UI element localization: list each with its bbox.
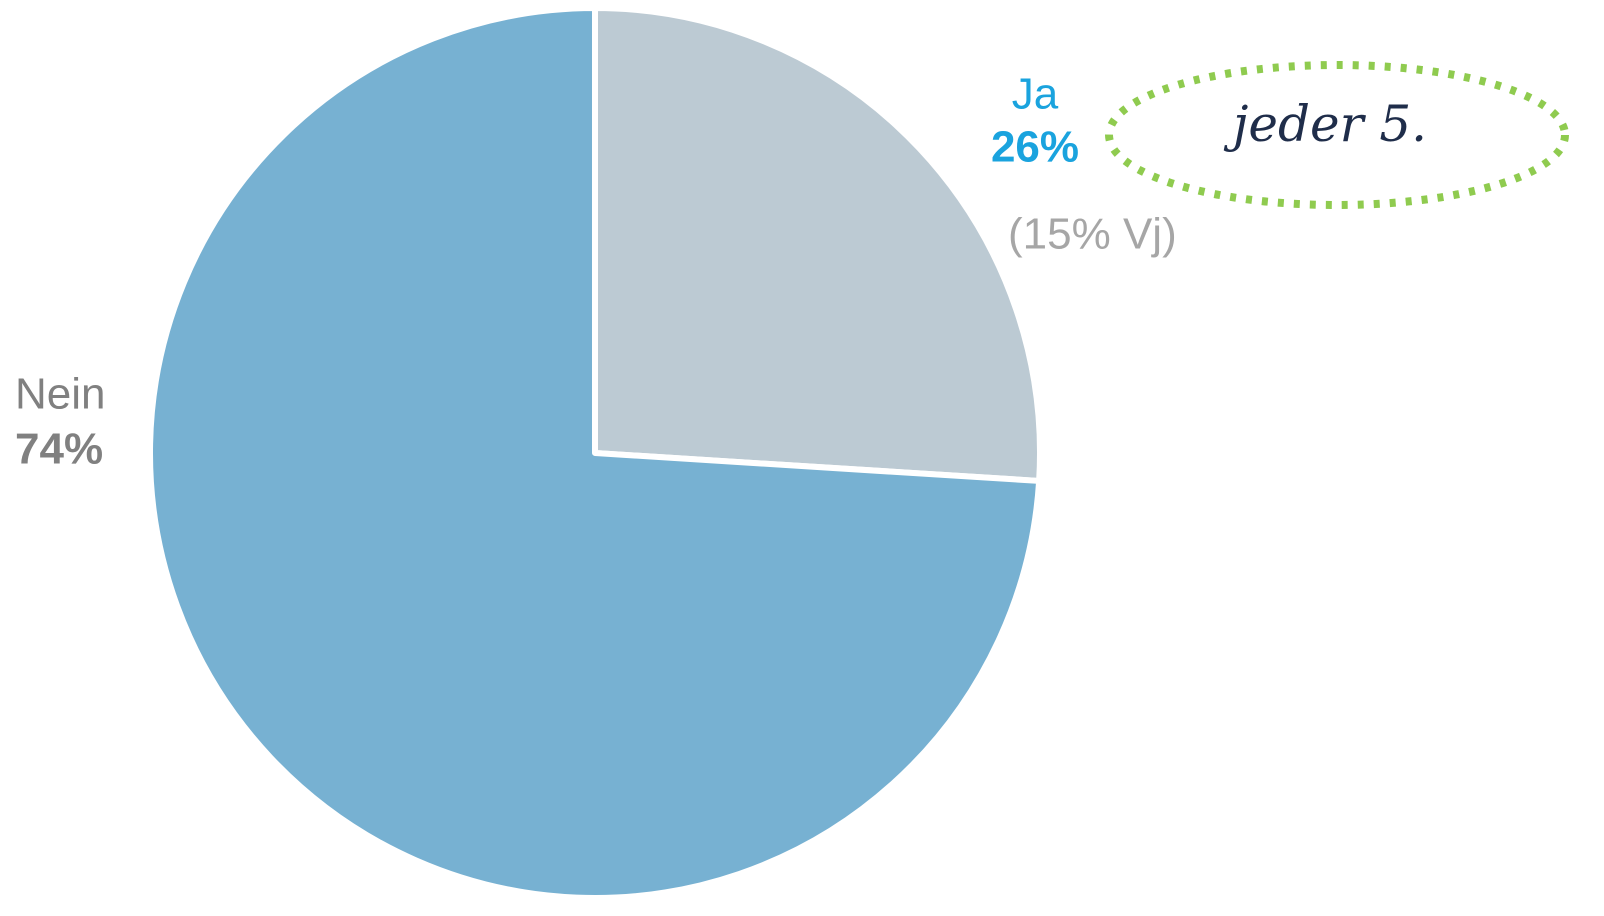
highlight-ellipse bbox=[1105, 61, 1569, 209]
pie-slice bbox=[147, 5, 1043, 901]
annotation: (15% Vj) bbox=[1008, 210, 1177, 259]
handwritten-note: jeder 5. bbox=[1223, 95, 1427, 153]
slice-label: Ja bbox=[1012, 70, 1059, 119]
slice-value-label: 74% bbox=[15, 425, 103, 474]
slice-label: Nein bbox=[15, 370, 106, 419]
pie-slice bbox=[592, 5, 1043, 484]
slice-value-label: 26% bbox=[991, 123, 1079, 172]
